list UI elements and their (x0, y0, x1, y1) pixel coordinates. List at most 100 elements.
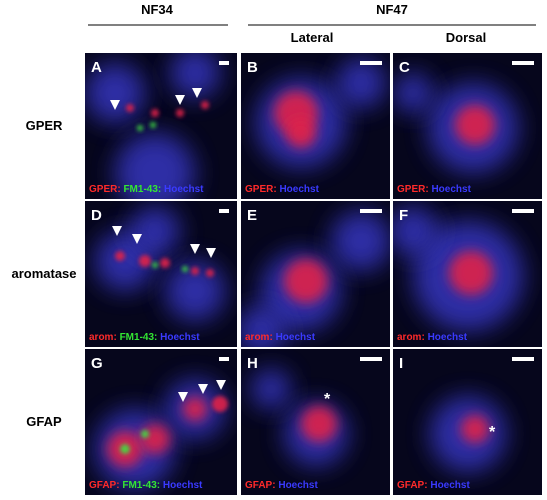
panel (393, 349, 542, 495)
caption-part: GPER: (245, 184, 277, 195)
panel-letter: C (399, 59, 410, 76)
red-stain (201, 101, 209, 109)
red-stain (449, 251, 493, 295)
panel-letter: G (91, 355, 103, 372)
arrowhead (206, 248, 216, 258)
scale-bar (219, 209, 229, 213)
red-stain (160, 258, 170, 268)
nuclei-stain (115, 133, 195, 199)
red-stain (206, 269, 214, 277)
caption-part: Hoechst (161, 184, 204, 195)
panel (393, 201, 542, 347)
arrowhead (112, 226, 122, 236)
caption-part: Hoechst (160, 480, 203, 491)
green-stain (182, 266, 188, 272)
row-label: GPER (26, 118, 63, 133)
panel-letter: A (91, 59, 102, 76)
caption-part: Hoechst (428, 480, 471, 491)
nuclei-stain (251, 369, 291, 409)
green-stain (120, 444, 130, 454)
nuclei-stain (241, 306, 286, 347)
red-stain (191, 267, 199, 275)
caption-part: Hoechst (276, 480, 319, 491)
panel-caption: GPER: Hoechst (397, 184, 472, 195)
green-stain (141, 430, 149, 438)
caption-part: FM1-43: (117, 332, 158, 343)
red-stain (284, 259, 328, 303)
subheader: Dorsal (446, 30, 486, 45)
caption-part: Hoechst (157, 332, 200, 343)
arrowhead (198, 384, 208, 394)
red-stain (286, 118, 316, 148)
panel-caption: GPER: FM1-43: Hoechst (89, 184, 204, 195)
panel-caption: GFAP: FM1-43: Hoechst (89, 480, 203, 491)
panel-caption: GFAP: Hoechst (245, 480, 318, 491)
caption-part: FM1-43: (121, 184, 162, 195)
panel (85, 53, 237, 199)
red-stain (151, 109, 159, 117)
caption-part: Hoechst (277, 184, 320, 195)
arrowhead (110, 100, 120, 110)
panel-caption: arom: Hoechst (397, 332, 468, 343)
red-stain (115, 251, 125, 261)
caption-part: Hoechst (429, 184, 472, 195)
caption-part: arom: (89, 332, 117, 343)
red-stain (183, 397, 207, 421)
nuclei-stain (130, 206, 180, 256)
nuclei-stain (170, 53, 220, 98)
nuclei-stain (393, 73, 433, 113)
arrowhead (175, 95, 185, 105)
panel (241, 201, 390, 347)
subheader: Lateral (291, 30, 334, 45)
red-stain (126, 104, 134, 112)
panel (85, 349, 237, 495)
nuclei-stain (393, 206, 438, 256)
arrowhead (216, 380, 226, 390)
panel-caption: arom: Hoechst (245, 332, 316, 343)
arrowhead (192, 88, 202, 98)
row-label: aromatase (11, 266, 76, 281)
asterisk: * (324, 391, 331, 408)
caption-part: GFAP: (89, 480, 120, 491)
panel-caption: GPER: Hoechst (245, 184, 320, 195)
caption-part: arom: (245, 332, 273, 343)
caption-part: FM1-43: (120, 480, 161, 491)
panel (241, 53, 390, 199)
nuclei-stain (331, 211, 390, 271)
panel-letter: D (91, 207, 102, 224)
scale-bar (360, 209, 382, 213)
green-stain (137, 125, 143, 131)
green-stain (152, 262, 158, 268)
panel-letter: H (247, 355, 258, 372)
panel (393, 53, 542, 199)
arrowhead (178, 392, 188, 402)
caption-part: Hoechst (425, 332, 468, 343)
red-stain (461, 415, 489, 443)
panel (85, 201, 237, 347)
green-stain (150, 122, 156, 128)
scale-bar (360, 357, 382, 361)
red-stain (455, 105, 495, 145)
caption-part: GFAP: (397, 480, 428, 491)
caption-part: GPER: (397, 184, 429, 195)
panel-caption: arom: FM1-43: Hoechst (89, 332, 200, 343)
scale-bar (512, 61, 534, 65)
row-label: GFAP (26, 414, 62, 429)
caption-part: arom: (397, 332, 425, 343)
panel-caption: GFAP: Hoechst (397, 480, 470, 491)
panel-letter: E (247, 207, 257, 224)
arrowhead (190, 244, 200, 254)
caption-part: GPER: (89, 184, 121, 195)
scale-bar (360, 61, 382, 65)
red-stain (140, 424, 170, 454)
red-stain (212, 396, 228, 412)
header: NF47 (376, 2, 408, 17)
header: NF34 (141, 2, 174, 17)
scale-bar (219, 61, 229, 65)
nuclei-stain (336, 58, 386, 108)
arrowhead (132, 234, 142, 244)
caption-part: GFAP: (245, 480, 276, 491)
panel (241, 349, 390, 495)
red-stain (176, 109, 184, 117)
